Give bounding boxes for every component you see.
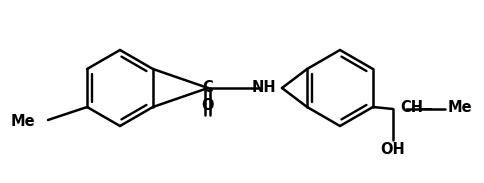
Text: Me: Me xyxy=(10,113,35,128)
Text: —: — xyxy=(417,100,431,115)
Text: C: C xyxy=(202,81,213,96)
Text: O: O xyxy=(201,98,214,113)
Text: OH: OH xyxy=(380,143,405,158)
Text: CH: CH xyxy=(399,100,422,115)
Text: NH: NH xyxy=(251,81,276,96)
Text: Me: Me xyxy=(447,100,471,115)
